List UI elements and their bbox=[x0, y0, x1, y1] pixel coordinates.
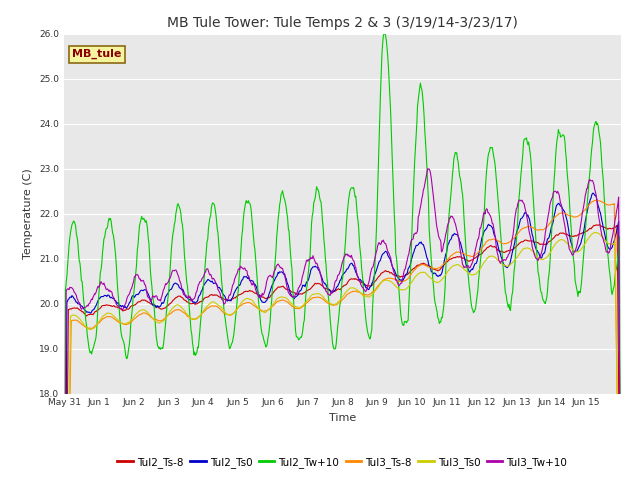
X-axis label: Time: Time bbox=[329, 413, 356, 423]
Title: MB Tule Tower: Tule Temps 2 & 3 (3/19/14-3/23/17): MB Tule Tower: Tule Temps 2 & 3 (3/19/14… bbox=[167, 16, 518, 30]
Text: MB_tule: MB_tule bbox=[72, 49, 122, 59]
Legend: Tul2_Ts-8, Tul2_Ts0, Tul2_Tw+10, Tul3_Ts-8, Tul3_Ts0, Tul3_Tw+10: Tul2_Ts-8, Tul2_Ts0, Tul2_Tw+10, Tul3_Ts… bbox=[113, 453, 572, 472]
Y-axis label: Temperature (C): Temperature (C) bbox=[24, 168, 33, 259]
